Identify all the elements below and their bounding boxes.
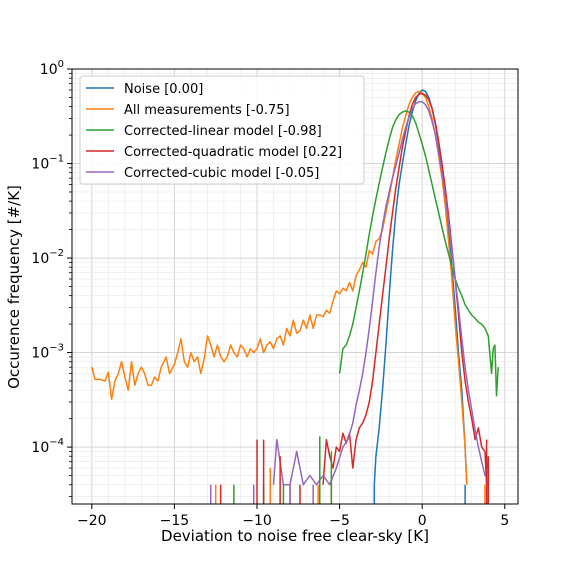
- legend-entry: Corrected-cubic model [-0.05]: [124, 166, 319, 181]
- legend-entry: Corrected-linear model [-0.98]: [124, 124, 322, 139]
- y-axis-label: Occurence frequency [#/K]: [5, 185, 23, 389]
- legend-entry: All measurements [-0.75]: [124, 103, 290, 118]
- x-tick-label: −20: [77, 513, 107, 529]
- legend-entry: Noise [0.00]: [124, 82, 203, 97]
- x-axis-label: Deviation to noise free clear-sky [K]: [161, 527, 429, 545]
- legend: Noise [0.00] All measurements [-0.75] Corr…: [80, 76, 364, 184]
- x-tick-label: 5: [500, 513, 509, 529]
- legend-entry: Corrected-quadratic model [0.22]: [124, 145, 342, 160]
